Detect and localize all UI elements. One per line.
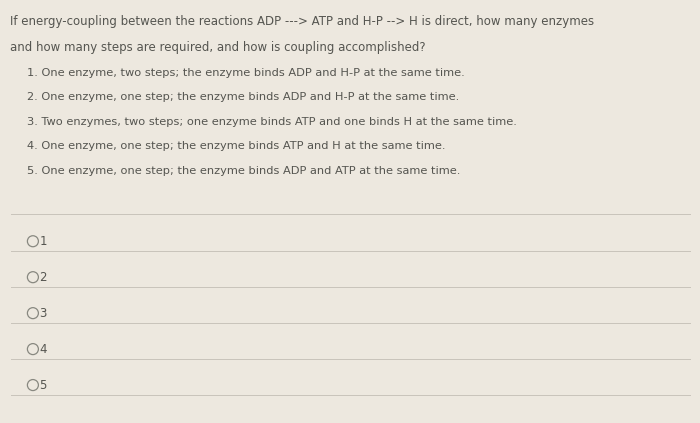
Text: 5. One enzyme, one step; the enzyme binds ADP and ATP at the same time.: 5. One enzyme, one step; the enzyme bind… bbox=[27, 166, 460, 176]
Text: 1: 1 bbox=[39, 235, 47, 248]
Text: 4: 4 bbox=[39, 343, 47, 356]
Text: 3. Two enzymes, two steps; one enzyme binds ATP and one binds H at the same time: 3. Two enzymes, two steps; one enzyme bi… bbox=[27, 117, 517, 127]
Text: 1. One enzyme, two steps; the enzyme binds ADP and H-P at the same time.: 1. One enzyme, two steps; the enzyme bin… bbox=[27, 68, 464, 78]
Text: If energy-coupling between the reactions ADP ---> ATP and H-P --> H is direct, h: If energy-coupling between the reactions… bbox=[10, 15, 594, 28]
Text: 4. One enzyme, one step; the enzyme binds ATP and H at the same time.: 4. One enzyme, one step; the enzyme bind… bbox=[27, 141, 445, 151]
Text: 2. One enzyme, one step; the enzyme binds ADP and H-P at the same time.: 2. One enzyme, one step; the enzyme bind… bbox=[27, 92, 459, 102]
Text: 5: 5 bbox=[39, 379, 47, 392]
Text: and how many steps are required, and how is coupling accomplished?: and how many steps are required, and how… bbox=[10, 41, 426, 55]
Text: 2: 2 bbox=[39, 271, 47, 284]
Text: 3: 3 bbox=[39, 307, 47, 320]
